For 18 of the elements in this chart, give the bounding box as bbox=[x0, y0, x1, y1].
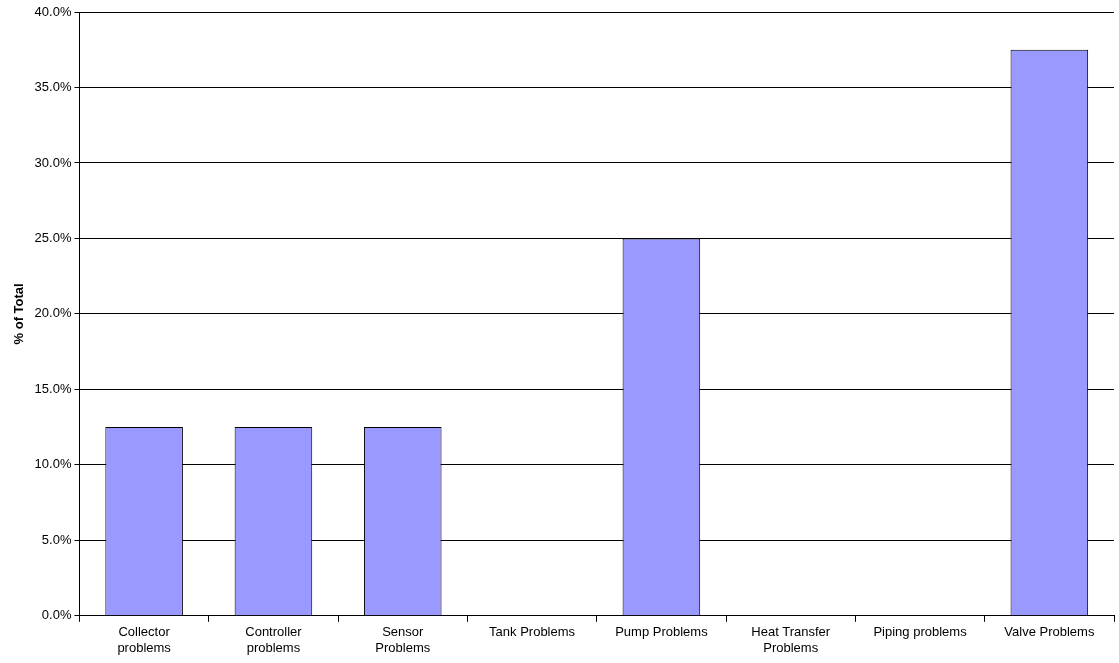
x-tick-label: Tank Problems bbox=[489, 624, 576, 640]
y-tick-label: 5.0% bbox=[41, 531, 72, 547]
x-tick-label: Pump Problems bbox=[615, 624, 709, 640]
x-tick-label: Sensor Problems bbox=[375, 624, 431, 655]
y-tick-label: 30.0% bbox=[34, 154, 72, 170]
y-tick-label: 35.0% bbox=[34, 79, 72, 95]
y-tick-label: 0.0% bbox=[41, 607, 72, 623]
x-tick-label: Controller problems bbox=[245, 624, 303, 655]
x-tick-label: Collector problems bbox=[117, 624, 172, 655]
y-axis-title: % of Total bbox=[11, 283, 27, 345]
x-tick-label: Heat Transfer Problems bbox=[751, 624, 831, 655]
y-tick-label: 20.0% bbox=[34, 305, 72, 321]
y-tick-label: 15.0% bbox=[34, 380, 72, 396]
x-tick-label: Piping problems bbox=[873, 624, 968, 640]
y-tick-label: 25.0% bbox=[34, 230, 72, 245]
y-tick-label: 40.0% bbox=[34, 3, 72, 19]
y-tick-label: 10.0% bbox=[34, 456, 72, 472]
x-tick-label: Valve Problems bbox=[1004, 624, 1095, 640]
